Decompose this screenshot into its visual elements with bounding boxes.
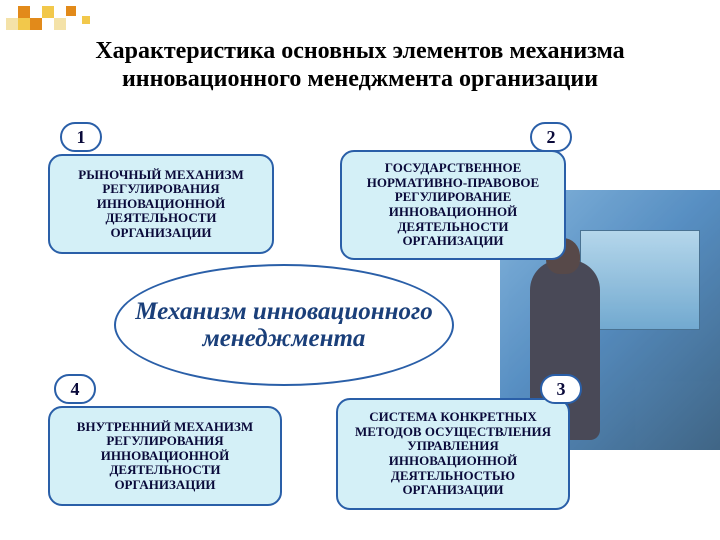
- element-number-1: 1: [60, 122, 102, 152]
- element-box-2: ГОСУДАРСТВЕННОЕ НОРМАТИВНО-ПРАВОВОЕ РЕГУ…: [340, 150, 566, 260]
- element-number-3: 3: [540, 374, 582, 404]
- element-number-2: 2: [530, 122, 572, 152]
- center-oval: Механизм инновационного менеджмента: [114, 264, 454, 386]
- element-box-4: ВНУТРЕННИЙ МЕХАНИЗМ РЕГУЛИРОВАНИЯ ИННОВА…: [48, 406, 282, 506]
- element-number-4: 4: [54, 374, 96, 404]
- slide-title: Характеристика основных элементов механи…: [30, 38, 690, 93]
- element-box-3: СИСТЕМА КОНКРЕТНЫХ МЕТОДОВ ОСУЩЕСТВЛЕНИЯ…: [336, 398, 570, 510]
- element-box-1: РЫНОЧНЫЙ МЕХАНИЗМ РЕГУЛИРОВАНИЯ ИННОВАЦИ…: [48, 154, 274, 254]
